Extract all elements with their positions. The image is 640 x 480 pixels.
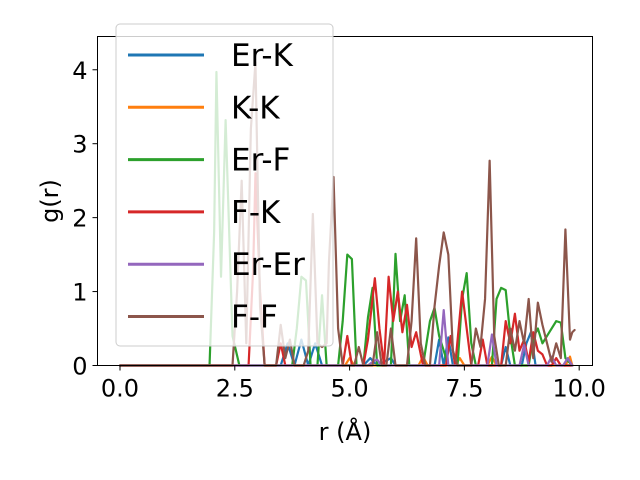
x-axis-label: r (Å) [319,417,372,446]
x-tick-label: 0.0 [101,375,139,403]
y-tick-label: 1 [72,279,87,307]
x-tick-label: 7.5 [445,375,483,403]
legend-label-er-er: Er-Er [231,247,305,283]
y-tick-label: 2 [72,205,87,233]
y-axis-label: g(r) [36,179,64,223]
legend-label-f-k: F-K [231,195,281,231]
legend-label-f-f: F-F [231,300,278,336]
series-line-f-f [118,61,576,367]
y-axis-ticks: 0 1 2 3 4 [72,57,98,381]
x-axis-ticks: 0.0 2.5 5.0 7.5 10.0 [101,365,606,403]
plot-frame [97,36,593,366]
y-tick-label: 0 [72,353,87,381]
legend-label-er-f: Er-F [231,143,290,179]
legend-label-er-k: Er-K [231,38,294,74]
y-tick-label: 4 [72,57,87,85]
x-tick-label: 2.5 [216,375,254,403]
legend-box [115,23,334,347]
series-line-k-k [118,355,574,367]
x-tick-label: 5.0 [331,375,369,403]
y-tick-label: 3 [72,131,87,159]
series-line-er-er [118,308,574,367]
x-tick-label: 10.0 [552,375,605,403]
legend-entries: Er-K K-K Er-F F-K Er-Er F-F [128,38,305,336]
legend-label-k-k: K-K [231,90,280,126]
legend: Er-K K-K Er-F F-K Er-Er F-F [115,23,334,347]
